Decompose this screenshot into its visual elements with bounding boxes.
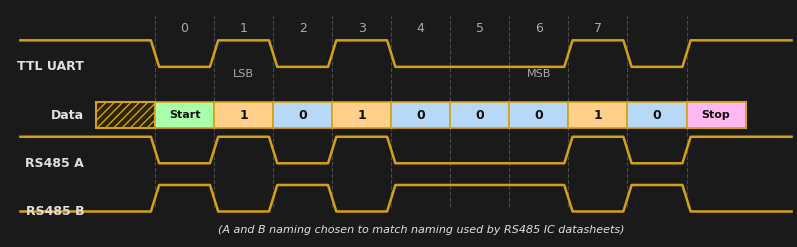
Text: 6: 6 (535, 22, 543, 35)
Text: 4: 4 (417, 22, 425, 35)
FancyBboxPatch shape (627, 102, 686, 128)
Bar (96, 102, 155, 128)
Text: LSB: LSB (233, 69, 254, 79)
FancyBboxPatch shape (96, 102, 155, 128)
Text: Stop: Stop (701, 110, 730, 120)
Text: RS485 B: RS485 B (26, 205, 84, 218)
Text: 0: 0 (298, 109, 307, 122)
Text: (A and B naming chosen to match naming used by RS485 IC datasheets): (A and B naming chosen to match naming u… (218, 225, 624, 235)
FancyBboxPatch shape (391, 102, 450, 128)
Text: MSB: MSB (527, 69, 551, 79)
FancyBboxPatch shape (332, 102, 391, 128)
Text: 0: 0 (416, 109, 425, 122)
Text: 2: 2 (299, 22, 307, 35)
Text: Start: Start (169, 110, 200, 120)
FancyBboxPatch shape (568, 102, 627, 128)
Text: 1: 1 (240, 22, 248, 35)
Text: Data: Data (51, 109, 84, 122)
FancyBboxPatch shape (155, 102, 214, 128)
Text: RS485 A: RS485 A (26, 157, 84, 170)
FancyBboxPatch shape (214, 102, 273, 128)
Text: 3: 3 (358, 22, 366, 35)
FancyBboxPatch shape (686, 102, 745, 128)
Text: 5: 5 (476, 22, 484, 35)
Text: 1: 1 (594, 109, 603, 122)
Text: 0: 0 (535, 109, 544, 122)
Text: 7: 7 (594, 22, 602, 35)
FancyBboxPatch shape (509, 102, 568, 128)
Text: 0: 0 (181, 22, 189, 35)
FancyBboxPatch shape (686, 102, 745, 128)
Bar (686, 102, 745, 128)
FancyBboxPatch shape (450, 102, 509, 128)
Text: TTL UART: TTL UART (18, 60, 84, 73)
Text: 0: 0 (476, 109, 485, 122)
Text: 1: 1 (357, 109, 366, 122)
Text: 0: 0 (653, 109, 662, 122)
FancyBboxPatch shape (273, 102, 332, 128)
Text: 1: 1 (239, 109, 248, 122)
